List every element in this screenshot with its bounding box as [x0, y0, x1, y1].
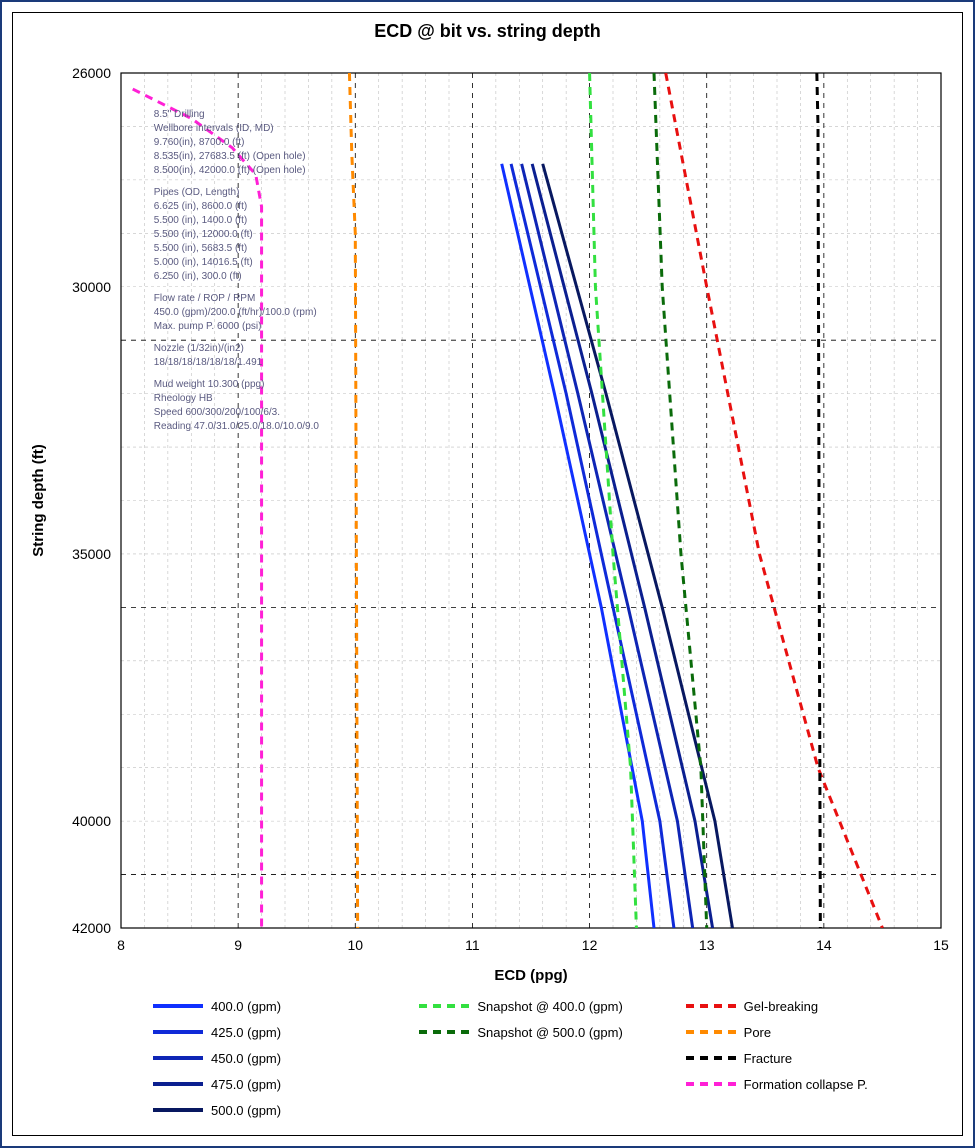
legend-label: 425.0 (gpm): [211, 1025, 281, 1040]
svg-text:35000: 35000: [72, 546, 111, 562]
svg-text:11: 11: [465, 937, 480, 953]
legend-item: Snapshot @ 400.0 (gpm): [419, 996, 675, 1016]
svg-text:String depth (ft): String depth (ft): [30, 444, 47, 556]
svg-text:6.250 (in), 300.0 (ft): 6.250 (in), 300.0 (ft): [154, 271, 242, 282]
svg-text:ECD (ppg): ECD (ppg): [494, 967, 567, 984]
svg-text:Pipes (OD, Length): Pipes (OD, Length): [154, 187, 240, 198]
legend-label: 500.0 (gpm): [211, 1103, 281, 1118]
legend-label: 450.0 (gpm): [211, 1051, 281, 1066]
legend-swatch: [686, 1051, 736, 1065]
svg-text:26000: 26000: [72, 65, 111, 81]
svg-text:40000: 40000: [72, 813, 111, 829]
legend-item: [686, 1100, 942, 1120]
legend-item: Gel-breaking: [686, 996, 942, 1016]
legend-item: 475.0 (gpm): [153, 1074, 409, 1094]
svg-text:Max. pump P. 6000 (psi): Max. pump P. 6000 (psi): [154, 321, 262, 332]
legend-swatch: [686, 999, 736, 1013]
legend-label: Gel-breaking: [744, 999, 818, 1014]
svg-text:30000: 30000: [72, 279, 111, 295]
svg-text:14: 14: [816, 937, 832, 953]
legend-swatch: [153, 1025, 203, 1039]
svg-text:9: 9: [234, 937, 242, 953]
svg-text:42000: 42000: [72, 920, 111, 936]
legend-item: 400.0 (gpm): [153, 996, 409, 1016]
svg-text:8: 8: [117, 937, 125, 953]
svg-text:13: 13: [699, 937, 715, 953]
legend-item: Pore: [686, 1022, 942, 1042]
svg-text:6.625 (in), 8600.0 (ft): 6.625 (in), 8600.0 (ft): [154, 201, 247, 212]
legend-label: 475.0 (gpm): [211, 1077, 281, 1092]
svg-text:12: 12: [582, 937, 598, 953]
legend: 400.0 (gpm) Snapshot @ 400.0 (gpm) Gel-bre…: [153, 996, 942, 1120]
legend-item: [419, 1100, 675, 1120]
legend-label: Fracture: [744, 1051, 792, 1066]
legend-swatch: [153, 999, 203, 1013]
legend-swatch: [153, 1051, 203, 1065]
legend-label: 400.0 (gpm): [211, 999, 281, 1014]
legend-swatch: [686, 1025, 736, 1039]
legend-item: Snapshot @ 500.0 (gpm): [419, 1022, 675, 1042]
legend-item: [419, 1048, 675, 1068]
svg-text:8.535(in), 27683.5 (ft) (Open: 8.535(in), 27683.5 (ft) (Open hole): [154, 151, 306, 162]
legend-item: 500.0 (gpm): [153, 1100, 409, 1120]
chart-panel: ECD @ bit vs. string depth 8910111213141…: [12, 12, 963, 1136]
legend-label: Snapshot @ 400.0 (gpm): [477, 999, 622, 1014]
legend-item: 425.0 (gpm): [153, 1022, 409, 1042]
svg-text:10: 10: [347, 937, 363, 953]
legend-item: 450.0 (gpm): [153, 1048, 409, 1068]
legend-swatch: [419, 1025, 469, 1039]
svg-text:Flow rate / ROP / RPM: Flow rate / ROP / RPM: [154, 293, 256, 304]
svg-text:5.000 (in), 14016.5 (ft): 5.000 (in), 14016.5 (ft): [154, 257, 253, 268]
svg-text:9.760(in), 8700.0 (ft): 9.760(in), 8700.0 (ft): [154, 137, 245, 148]
legend-item: [419, 1074, 675, 1094]
legend-swatch: [686, 1077, 736, 1091]
svg-text:15: 15: [933, 937, 949, 953]
svg-text:Nozzle (1/32in)/(in2): Nozzle (1/32in)/(in2): [154, 343, 244, 354]
svg-text:450.0 (gpm)/200.0 (ft/hr)/100.: 450.0 (gpm)/200.0 (ft/hr)/100.0 (rpm): [154, 307, 317, 318]
svg-text:5.500 (in), 12000.0 (ft): 5.500 (in), 12000.0 (ft): [154, 229, 253, 240]
svg-text:5.500 (in), 5683.5 (ft): 5.500 (in), 5683.5 (ft): [154, 243, 247, 254]
svg-text:Rheology HB: Rheology HB: [154, 393, 213, 404]
legend-swatch: [419, 999, 469, 1013]
svg-text:8.5" Drilling: 8.5" Drilling: [154, 109, 205, 120]
legend-label: Snapshot @ 500.0 (gpm): [477, 1025, 622, 1040]
svg-text:5.500 (in), 1400.0 (ft): 5.500 (in), 1400.0 (ft): [154, 215, 247, 226]
svg-text:Speed 600/300/200/100/6/3.: Speed 600/300/200/100/6/3.: [154, 407, 280, 418]
svg-text:8.500(in), 42000.0 (ft) (Open: 8.500(in), 42000.0 (ft) (Open hole): [154, 165, 306, 176]
svg-text:18/18/18/18/18/18/1.491: 18/18/18/18/18/18/1.491: [154, 357, 263, 368]
legend-item: Formation collapse P.: [686, 1074, 942, 1094]
legend-label: Formation collapse P.: [744, 1077, 868, 1092]
legend-swatch: [153, 1103, 203, 1117]
legend-swatch: [153, 1077, 203, 1091]
outer-frame: ECD @ bit vs. string depth 8910111213141…: [0, 0, 975, 1148]
svg-text:Wellbore intervals (ID, MD): Wellbore intervals (ID, MD): [154, 123, 274, 134]
chart-svg: 8 9 10 11 12 13 14 15 26000 30000 35000 40000 42000 E…: [13, 13, 964, 1003]
svg-text:Reading 47.0/31.0/25.0/18.0/10: Reading 47.0/31.0/25.0/18.0/10.0/9.0: [154, 421, 320, 432]
legend-label: Pore: [744, 1025, 771, 1040]
legend-item: Fracture: [686, 1048, 942, 1068]
svg-text:Mud weight 10.300 (ppg): Mud weight 10.300 (ppg): [154, 379, 265, 390]
